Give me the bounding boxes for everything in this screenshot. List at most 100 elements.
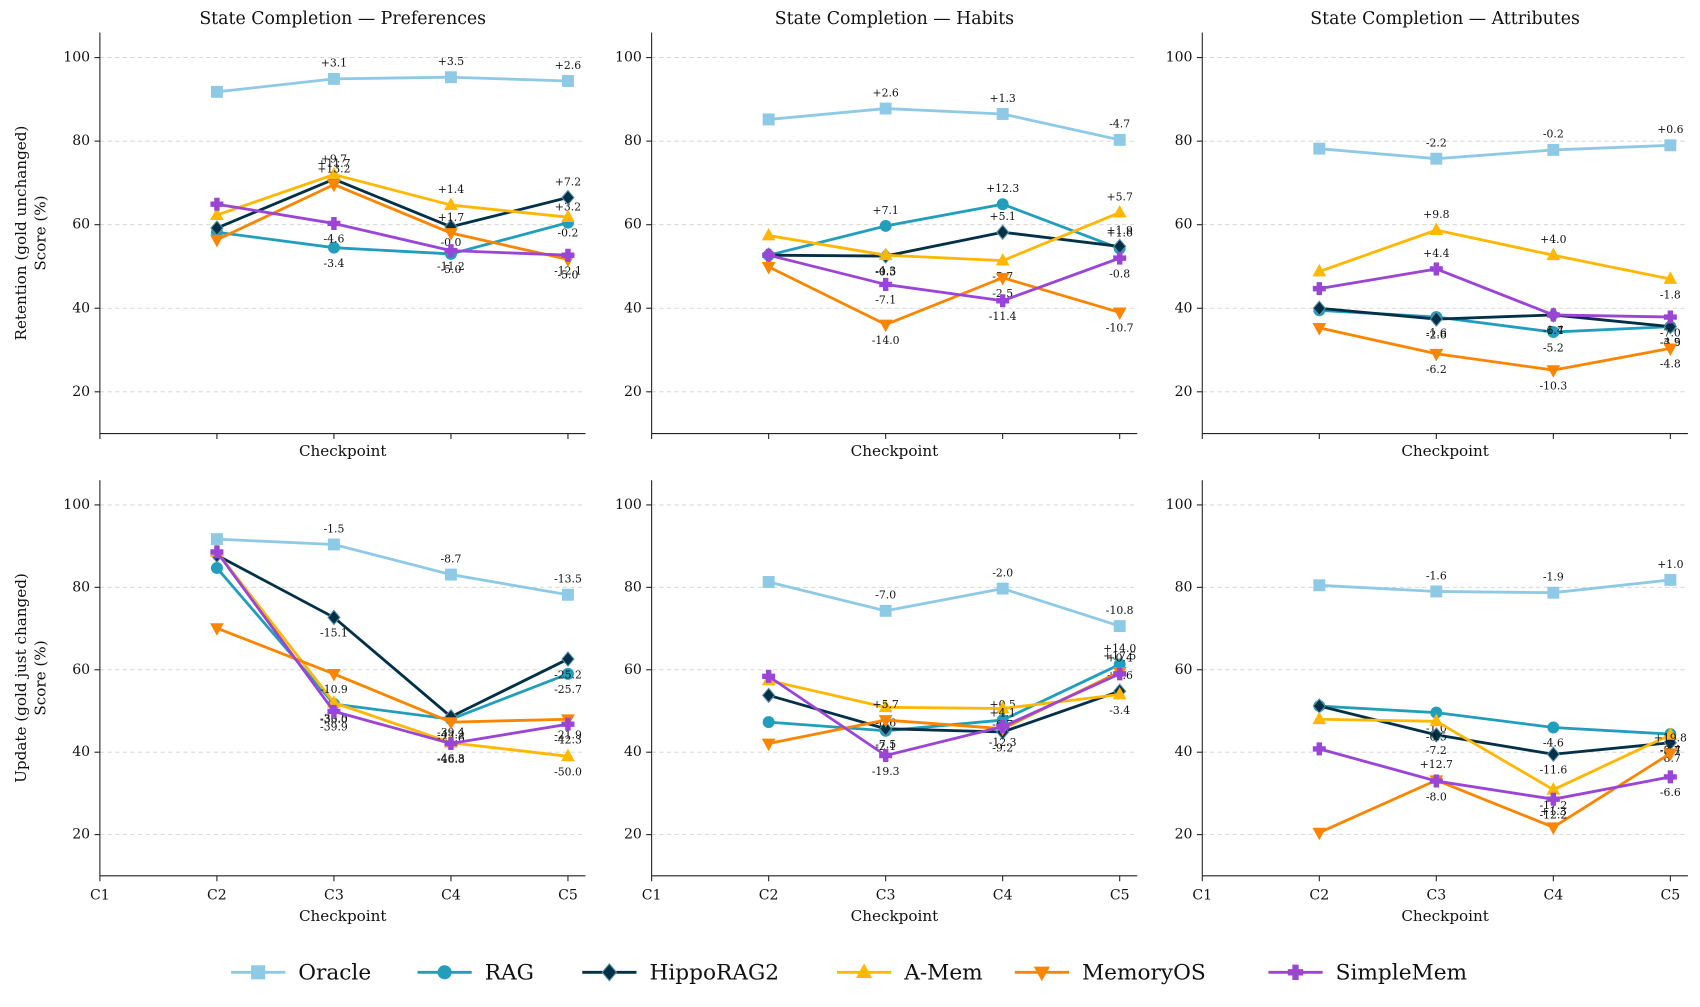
marker [1112,686,1127,700]
marker [996,108,1009,120]
y-tick-label: 20 [72,384,90,400]
y-tick-label: 60 [1175,217,1193,233]
x-axis-label: Checkpoint [851,442,939,460]
series-line [1319,143,1671,161]
series-line [216,626,568,724]
marker [561,588,574,601]
delta-label: +1.0 [1657,558,1683,571]
marker [1430,585,1443,598]
delta-label: -0.5 [875,265,896,278]
y-tick-label: 60 [624,662,642,678]
y-tick-label: 40 [1175,744,1193,760]
delta-label: -10.3 [1539,379,1567,392]
marker [1312,742,1326,756]
legend-label: SimpleMem [1336,960,1467,985]
marker [561,189,575,206]
marker [1663,727,1678,740]
marker [761,227,776,241]
delta-label: -2.1 [875,740,896,753]
marker [996,720,1010,734]
marker [1546,247,1561,261]
marker [995,700,1010,714]
y-tick-label: 100 [63,497,90,513]
marker [762,248,776,262]
delta-label: -6.6 [1660,786,1681,799]
marker [879,604,892,617]
delta-label: -10.9 [320,683,348,696]
delta-label: -1.8 [1660,288,1681,301]
delta-label: -5.0 [558,269,579,282]
delta-label: -3.4 [323,257,344,270]
marker [1663,343,1678,356]
series-line [768,679,1120,710]
x-tick-label: C1 [1192,887,1212,903]
marker [761,738,776,752]
delta-label: -2.5 [992,287,1013,300]
x-tick-label: C4 [993,887,1013,903]
x-axis-label: Checkpoint [299,907,387,925]
delta-label: -50.0 [554,766,582,779]
delta-label: -8.7 [441,552,462,565]
delta-label: -7.1 [875,294,896,307]
x-tick-label: C3 [876,887,896,903]
delta-label: -10.7 [1106,322,1134,335]
marker [1429,774,1443,788]
delta-label: -15.1 [320,627,348,640]
delta-label: +2.6 [555,59,581,72]
delta-label: -1.7 [1543,324,1564,337]
marker [327,179,341,193]
marker [444,197,458,210]
delta-label: -0.8 [1109,267,1130,280]
series-line [768,202,1121,257]
series-line [216,183,569,261]
x-tick-label: C4 [1543,887,1563,903]
y-axis-label: Score (%) [31,640,49,715]
marker [996,294,1010,308]
y-tick-label: 40 [72,744,90,760]
delta-label: +14.0 [1103,642,1136,655]
delta-label: +0.6 [1657,123,1683,136]
series-line [768,253,1121,303]
y-tick-label: 80 [1175,579,1193,595]
marker [1312,282,1326,296]
marker [327,669,341,682]
y-tick-label: 100 [63,50,90,66]
marker [210,623,224,636]
x-axis-label: Checkpoint [299,442,387,460]
marker [444,717,458,730]
marker [1663,318,1678,335]
series-line [1318,752,1672,834]
delta-label: -5.2 [1543,341,1564,354]
marker [561,667,574,680]
marker [762,113,775,126]
delta-label: -12.2 [1539,808,1567,821]
delta-label: +5.7 [873,698,899,711]
delta-label: -42.3 [554,733,582,746]
marker [561,717,575,731]
delta-label: -7.5 [875,738,896,751]
marker [1546,308,1560,322]
y-tick-label: 20 [1175,384,1193,400]
series-line [768,689,1121,734]
marker [1312,827,1327,841]
delta-label: +9.8 [1423,208,1449,221]
y-tick-label: 100 [615,50,642,66]
marker [1312,698,1326,714]
marker [327,609,341,626]
marker [879,102,892,115]
delta-label: -11.6 [1539,764,1567,777]
delta-label: +1.3 [990,92,1016,105]
delta-label: -5.0 [441,263,462,276]
delta-label: -46.8 [437,753,465,766]
delta-label: -4.6 [1543,737,1564,750]
marker [1112,307,1127,321]
marker [1663,748,1678,762]
marker [1033,966,1050,982]
subplot-title: State Completion — Habits [775,9,1014,29]
marker [1547,143,1560,156]
y-axis-label: Retention (gold unchanged) [12,126,30,341]
delta-label: -36.5 [320,712,348,725]
delta-label: -13.5 [554,573,582,586]
legend-label: RAG [485,960,534,985]
delta-label: +0.4 [1107,652,1133,665]
